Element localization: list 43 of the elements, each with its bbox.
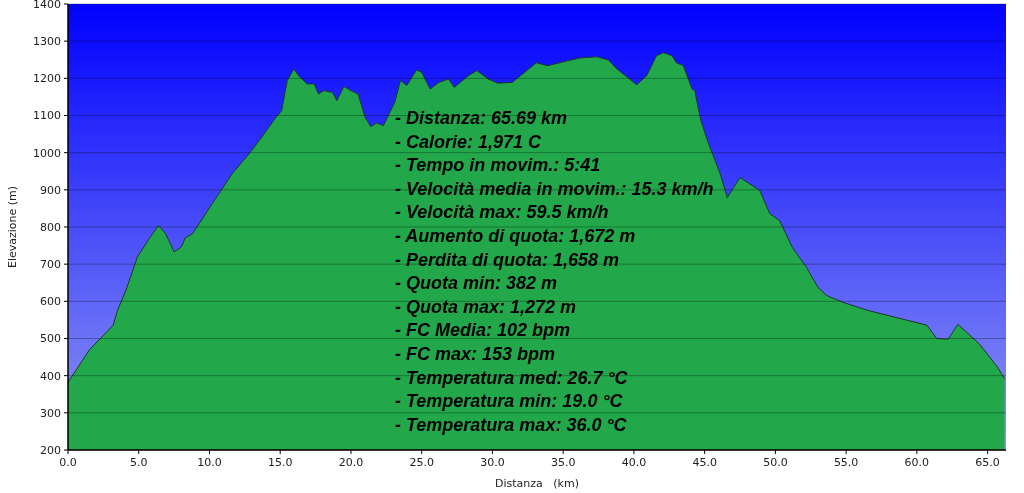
annotation: - Velocità max: 59.5 km/h <box>395 202 609 223</box>
annotation: - Quota max: 1,272 m <box>395 296 577 317</box>
x-tick-label: 35.0 <box>550 456 576 469</box>
x-tick-label: 20.0 <box>338 456 364 469</box>
annotation: - FC Media: 102 bpm <box>395 320 571 341</box>
annotation: - Velocità media in movim.: 15.3 km/h <box>395 178 714 199</box>
annotation: - Distanza: 65.69 km <box>395 108 568 128</box>
x-tick-label: 15.0 <box>267 456 293 469</box>
y-tick-label: 900 <box>40 183 61 197</box>
x-tick-label: 60.0 <box>904 456 930 469</box>
y-tick-label: 1000 <box>33 146 61 160</box>
annotation: - Perdita di quota: 1,658 m <box>395 249 620 270</box>
y-tick-label: 300 <box>40 406 61 420</box>
x-tick-label: 30.0 <box>480 456 505 469</box>
annotation: - Quota min: 382 m <box>395 273 558 294</box>
x-tick-label: 40.0 <box>621 456 647 469</box>
y-tick-label: 400 <box>40 369 61 383</box>
y-tick-label: 1400 <box>33 0 61 11</box>
x-tick-label: 10.0 <box>197 456 222 469</box>
annotation: - Temperatura min: 19.0 °C <box>395 391 624 412</box>
x-axis-title: Distanza (km) <box>495 477 579 490</box>
y-tick-label: 600 <box>40 295 61 309</box>
y-tick-label: 1100 <box>33 109 61 123</box>
x-tick-label: 5.0 <box>129 456 148 469</box>
y-tick-label: 200 <box>40 443 61 457</box>
x-tick-label: 55.0 <box>833 456 859 469</box>
y-tick-label: 700 <box>40 258 61 272</box>
x-tick-label: 50.0 <box>763 456 788 469</box>
y-axis-title: Elevazione (m) <box>6 185 19 269</box>
annotation: - Aumento di quota: 1,672 m <box>395 226 636 246</box>
x-tick-label: 0.0 <box>59 456 77 469</box>
annotation: - FC max: 153 bpm <box>395 344 556 364</box>
x-tick-label: 45.0 <box>692 456 717 469</box>
y-tick-label: 500 <box>40 332 61 346</box>
y-tick-label: 1300 <box>33 35 61 49</box>
annotation: - Temperatura max: 36.0 °C <box>395 414 628 435</box>
annotation: - Calorie: 1,971 C <box>395 131 543 152</box>
annotation: - Tempo in movim.: 5:41 <box>395 155 601 176</box>
x-tick-label: 65.0 <box>975 456 1000 469</box>
y-tick-label: 1200 <box>33 72 61 86</box>
y-tick-label: 800 <box>40 220 61 234</box>
x-tick-label: 25.0 <box>409 456 434 469</box>
annotation: - Temperatura med: 26.7 °C <box>395 367 629 388</box>
